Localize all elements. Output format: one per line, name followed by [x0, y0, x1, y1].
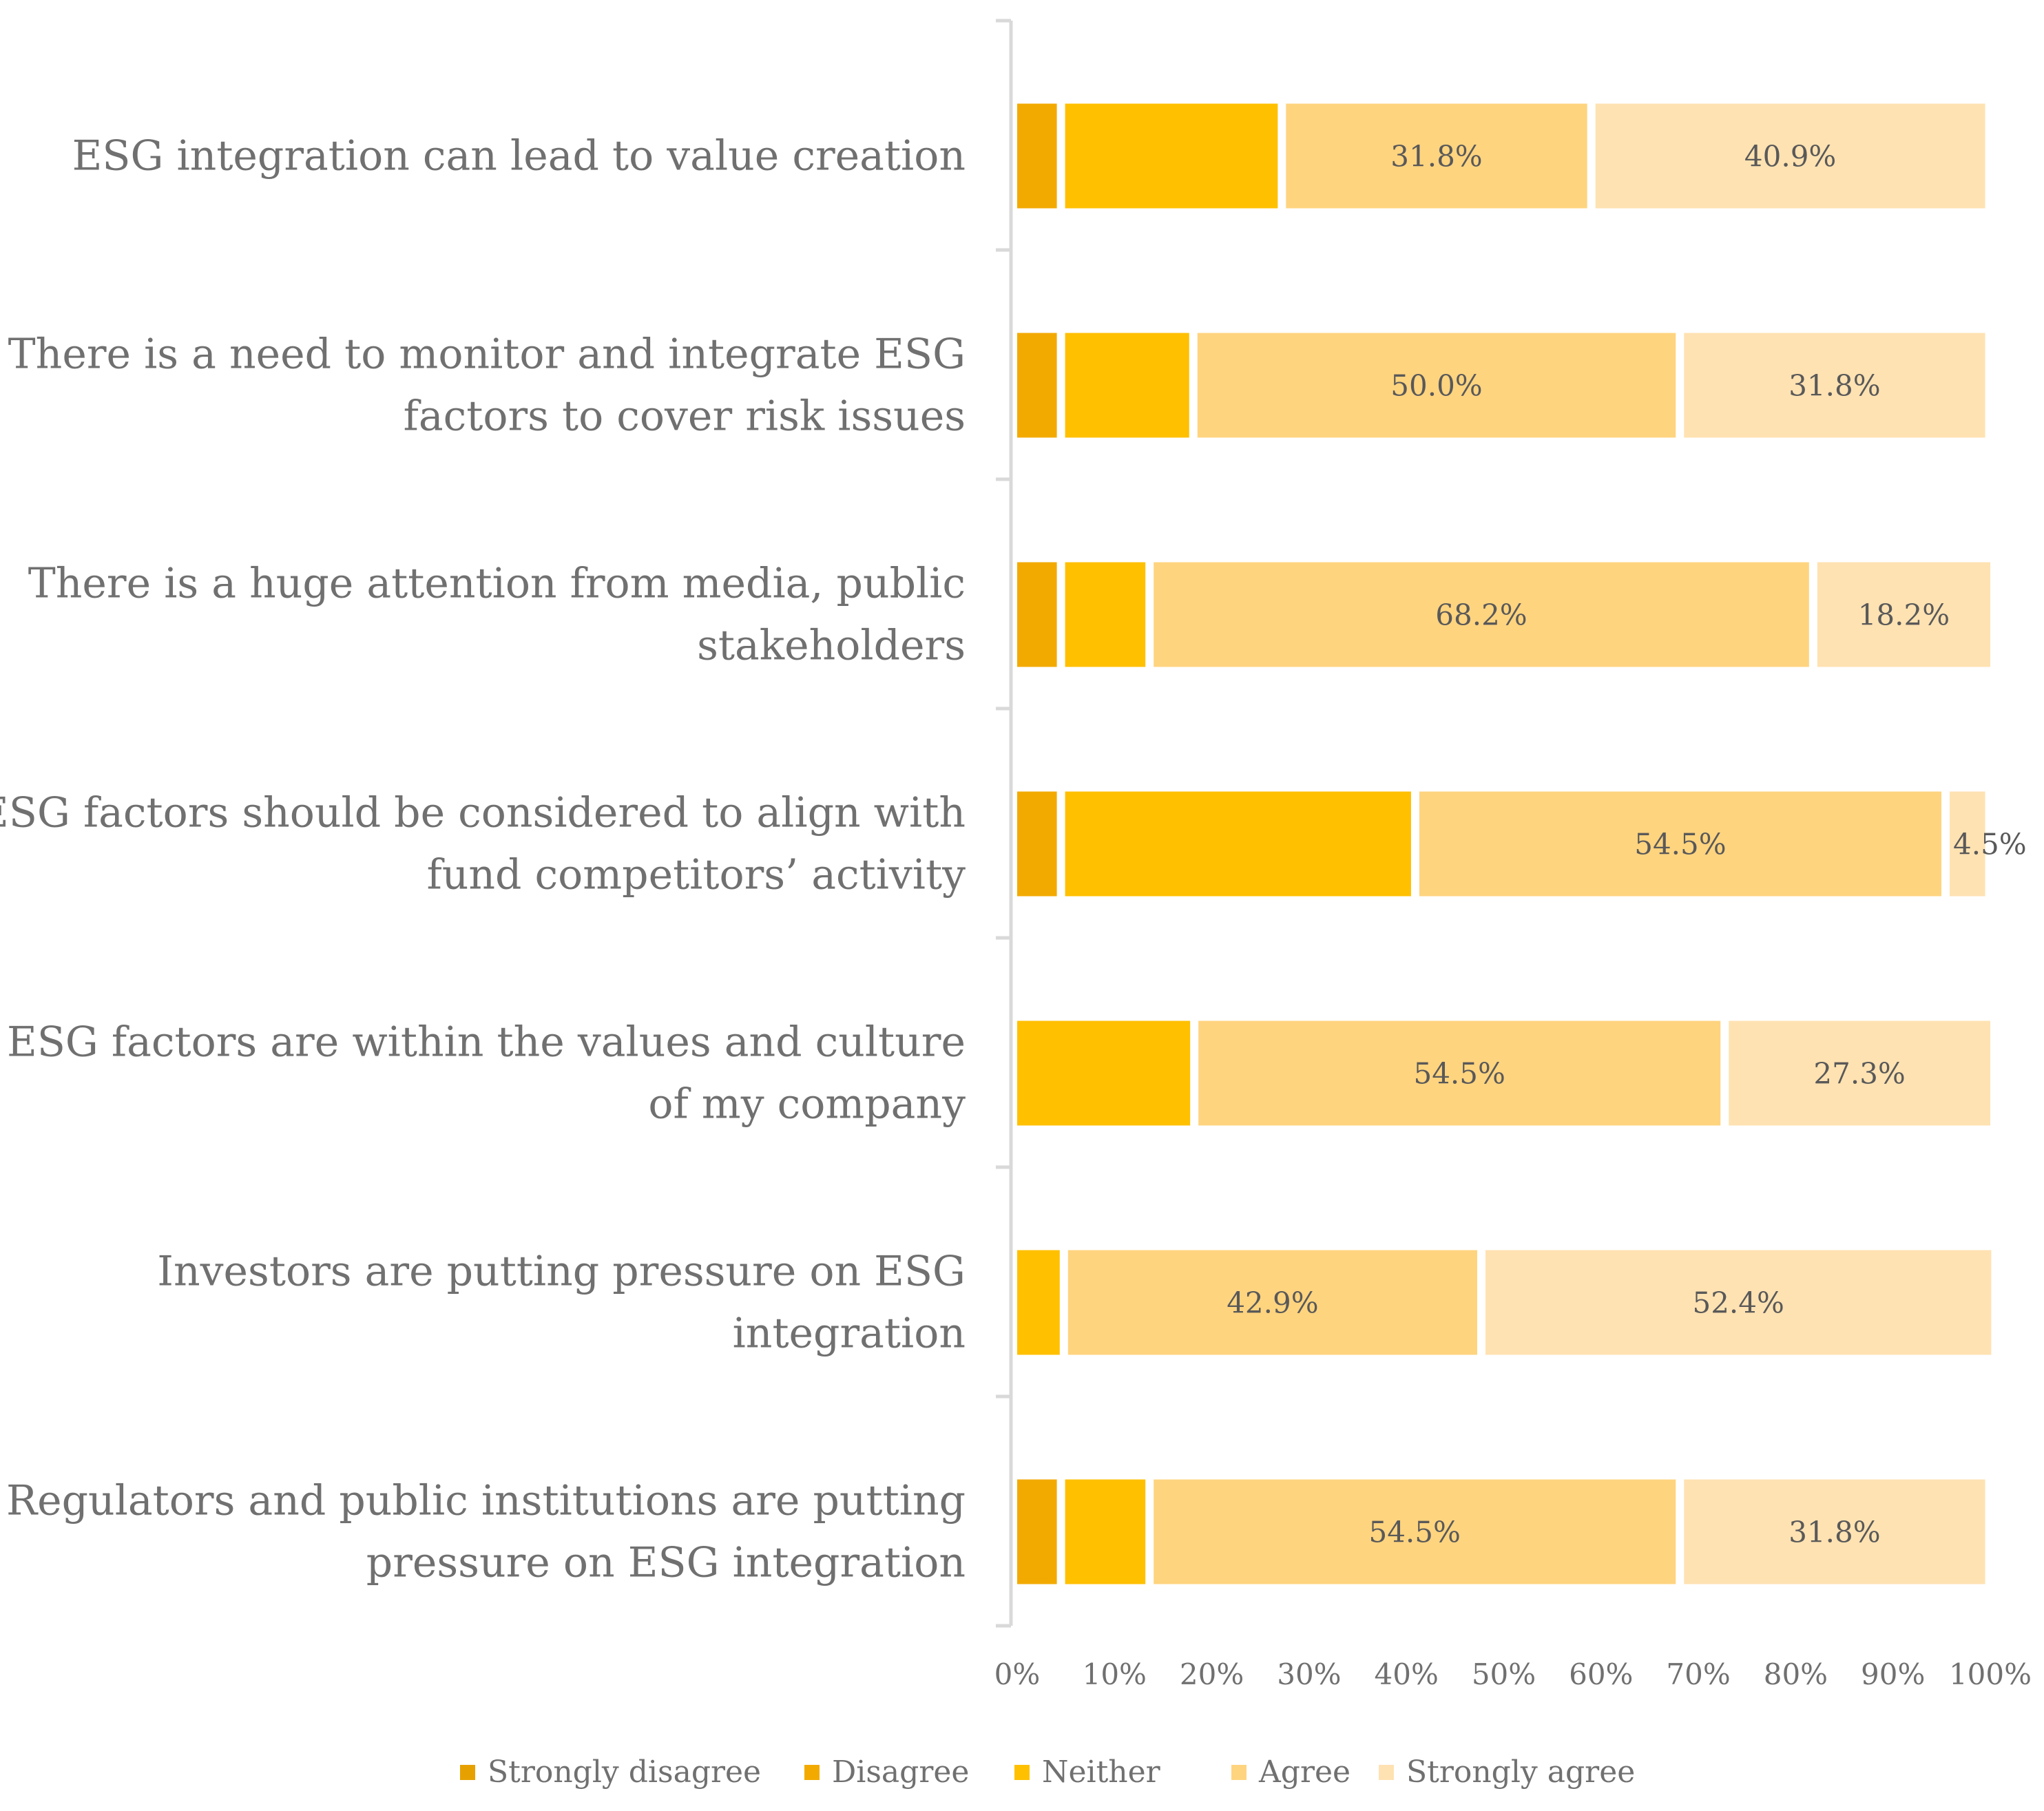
legend-label: Disagree — [832, 1755, 969, 1790]
legend-label: Strongly agree — [1406, 1755, 1635, 1790]
x-tick-label: 0% — [994, 1657, 1041, 1691]
x-tick-label: 90% — [1861, 1657, 1925, 1691]
data-label: 40.9% — [1744, 140, 1836, 174]
bars-layer — [1017, 103, 1992, 1584]
bar-segment — [1485, 1250, 1992, 1355]
legend-swatch — [804, 1765, 820, 1780]
bar-segment — [1154, 1479, 1676, 1584]
legend-swatch — [460, 1765, 475, 1780]
legend-swatch — [1231, 1765, 1247, 1780]
bar-segment — [1017, 103, 1057, 209]
x-tick-label: 80% — [1764, 1657, 1828, 1691]
category-label: of my company — [648, 1080, 966, 1129]
bar-segment — [1065, 791, 1411, 897]
data-label: 52.4% — [1692, 1286, 1784, 1320]
bar-segment — [1286, 103, 1587, 209]
bar-segment — [1017, 1020, 1191, 1126]
bar-segment — [1419, 791, 1942, 897]
axis-layer — [996, 19, 1013, 1628]
data-label: 54.5% — [1368, 1516, 1460, 1549]
category-label: There is a huge attention from media, pu… — [28, 560, 966, 608]
data-label: 54.5% — [1634, 828, 1726, 861]
category-label: factors to cover risk issues — [404, 392, 966, 441]
x-tick-label: 10% — [1083, 1657, 1147, 1691]
category-label: fund competitors’ activity — [427, 851, 966, 899]
category-label: ESG factors should be considered to alig… — [0, 789, 966, 837]
bar-segment — [1065, 103, 1278, 209]
bar-segment — [1817, 562, 1990, 667]
bar-segment — [1017, 791, 1057, 897]
bar-segment — [1017, 1250, 1060, 1355]
bar-segment — [1595, 103, 1985, 209]
data-label: 18.2% — [1858, 598, 1950, 632]
category-label: ESG factors are within the values and cu… — [7, 1018, 966, 1067]
x-tick-label: 50% — [1472, 1657, 1536, 1691]
category-label: ESG integration can lead to value creati… — [72, 132, 966, 180]
bar-segment — [1197, 333, 1676, 438]
category-label: pressure on ESG integration — [366, 1539, 966, 1587]
legend-label: Strongly disagree — [488, 1755, 761, 1790]
legend-swatch — [1014, 1765, 1030, 1780]
category-label: Investors are putting pressure on ESG — [157, 1248, 966, 1296]
data-label: 4.5% — [1953, 828, 2027, 861]
labels-layer: ESG integration can lead to value creati… — [0, 132, 2032, 1692]
category-label: stakeholders — [697, 622, 966, 670]
x-tick-label: 30% — [1277, 1657, 1341, 1691]
bar-segment — [1684, 1479, 1985, 1584]
bar-segment — [1065, 1479, 1146, 1584]
x-tick-label: 100% — [1949, 1657, 2032, 1691]
data-label: 27.3% — [1813, 1057, 1905, 1091]
legend: Strongly disagree Disagree Neither Agree Str… — [460, 1755, 1635, 1790]
data-label: 54.5% — [1413, 1057, 1505, 1091]
bar-segment — [1729, 1020, 1990, 1126]
legend-label: Agree — [1258, 1755, 1350, 1790]
legend-swatch — [1379, 1765, 1394, 1780]
bar-segment — [1017, 333, 1057, 438]
category-label: Regulators and public institutions are p… — [6, 1477, 966, 1525]
x-tick-label: 70% — [1666, 1657, 1730, 1691]
data-label: 42.9% — [1227, 1286, 1318, 1320]
x-tick-label: 40% — [1375, 1657, 1439, 1691]
legend-label: Neither — [1042, 1755, 1161, 1790]
bar-segment — [1684, 333, 1985, 438]
bar-segment — [1154, 562, 1809, 667]
x-tick-label: 60% — [1569, 1657, 1633, 1691]
x-tick-label: 20% — [1180, 1657, 1244, 1691]
data-label: 31.8% — [1788, 1516, 1880, 1549]
data-label: 68.2% — [1435, 598, 1527, 632]
bar-segment — [1067, 1250, 1478, 1355]
bar-segment — [1950, 791, 1985, 897]
bar-segment — [1065, 333, 1189, 438]
data-label: 31.8% — [1390, 140, 1482, 174]
bar-segment — [1017, 1479, 1057, 1584]
bar-segment — [1017, 562, 1057, 667]
data-label: 50.0% — [1390, 369, 1482, 403]
bar-segment — [1198, 1020, 1721, 1126]
bar-segment — [1065, 562, 1146, 667]
category-label: integration — [733, 1310, 966, 1358]
category-label: There is a need to monitor and integrate… — [8, 331, 966, 379]
data-label: 31.8% — [1788, 369, 1880, 403]
